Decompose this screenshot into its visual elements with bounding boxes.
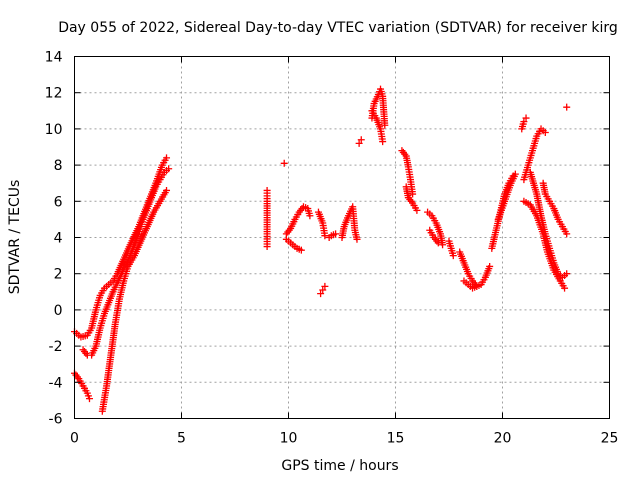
- series-arc-h: [282, 235, 305, 254]
- data-point: [321, 232, 329, 240]
- data-point: [486, 262, 494, 270]
- chart-title: Day 055 of 2022, Sidereal Day-to-day VTE…: [58, 20, 618, 36]
- y-tick-label: 10: [45, 122, 63, 138]
- series-arc-s: [426, 226, 442, 247]
- x-tick-label: 15: [387, 431, 405, 447]
- data-point: [357, 136, 365, 144]
- x-axis-title: GPS time / hours: [281, 458, 398, 474]
- x-tick-label: 25: [601, 431, 619, 447]
- data-point: [280, 159, 288, 167]
- y-tick-label: -6: [49, 412, 63, 428]
- data-point: [163, 154, 171, 162]
- data-point: [381, 121, 389, 129]
- data-point: [449, 252, 457, 260]
- y-tick-label: 8: [54, 158, 63, 174]
- y-tick-label: -2: [49, 339, 63, 355]
- y-tick-label: 4: [54, 231, 63, 247]
- series-arc-u: [456, 248, 494, 290]
- data-point: [409, 190, 417, 198]
- data-point: [563, 103, 571, 111]
- series-arc-m: [355, 136, 365, 147]
- data-point: [541, 129, 549, 137]
- y-tick-label: 0: [54, 303, 63, 319]
- series-arc-l: [338, 203, 361, 243]
- data-point: [434, 239, 442, 247]
- data-point: [413, 206, 421, 214]
- series-arc-d: [98, 186, 171, 415]
- y-axis-title: SDTVAR / TECUs: [7, 180, 23, 295]
- series-arc-j: [317, 282, 329, 298]
- series-arc-g: [282, 203, 314, 238]
- series-arc-e: [263, 186, 271, 251]
- data-point: [165, 165, 173, 173]
- data-point: [317, 290, 325, 298]
- data-point: [163, 186, 171, 194]
- series-arc-c: [79, 165, 173, 359]
- series-arc-q: [402, 183, 421, 214]
- data-point: [297, 246, 305, 254]
- data-point: [511, 170, 519, 178]
- x-tick-label: 10: [280, 431, 298, 447]
- data-point: [522, 114, 530, 122]
- data-point: [563, 230, 571, 238]
- series-arc-i: [314, 208, 329, 240]
- data-point: [379, 138, 387, 146]
- x-tick-label: 20: [494, 431, 512, 447]
- y-tick-label: 14: [45, 50, 63, 66]
- data-point: [306, 212, 314, 220]
- data-point: [353, 235, 361, 243]
- x-tick-label: 5: [177, 431, 186, 447]
- data-point: [85, 395, 93, 403]
- series-arc-ab: [526, 168, 571, 281]
- data-point: [332, 230, 340, 238]
- data-point: [563, 270, 571, 278]
- series-arc-x: [494, 170, 519, 223]
- series-arc-n: [368, 85, 389, 129]
- label-layer: 0 5 10 15 20 25 -6 -4 -2 0 2 4 6 8 10 12 14: [45, 50, 619, 447]
- series-arc-f: [280, 159, 288, 167]
- data-point: [439, 241, 447, 249]
- data-point: [319, 286, 327, 294]
- y-tick-label: -4: [49, 375, 63, 391]
- y-tick-label: 2: [54, 267, 63, 283]
- point-layer: [71, 85, 571, 415]
- series-arc-a: [71, 369, 93, 403]
- tick-layer: [74, 56, 610, 419]
- data-point: [355, 139, 363, 147]
- data-point: [520, 118, 528, 126]
- series-arc-o: [368, 107, 387, 146]
- x-tick-label: 0: [70, 431, 79, 447]
- data-point: [561, 284, 569, 292]
- series-arc-k: [325, 230, 340, 241]
- data-point: [263, 243, 271, 251]
- series-arc-t: [445, 237, 457, 260]
- y-tick-label: 12: [45, 86, 63, 102]
- series-arc-v: [460, 277, 481, 292]
- y-tick-label: 6: [54, 194, 63, 210]
- data-point: [473, 282, 481, 290]
- data-point: [321, 282, 329, 290]
- series-arc-y: [518, 114, 530, 133]
- series-arc-ad: [563, 103, 571, 111]
- series-arc-ac: [539, 179, 571, 238]
- series-arc-z: [520, 125, 549, 184]
